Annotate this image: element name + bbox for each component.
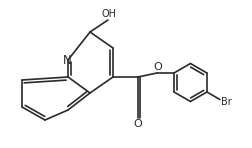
Text: N: N [63, 53, 71, 66]
Text: Br: Br [220, 96, 231, 107]
Text: O: O [154, 62, 162, 72]
Text: O: O [134, 119, 142, 129]
Text: OH: OH [102, 9, 116, 19]
